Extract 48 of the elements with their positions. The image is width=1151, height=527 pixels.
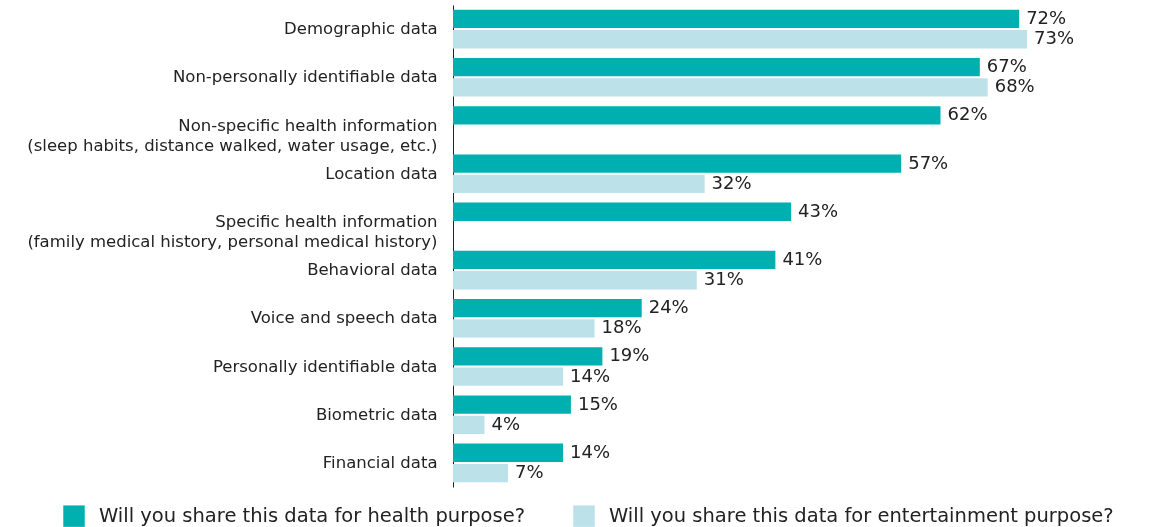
data-label: 68% <box>994 75 1035 97</box>
bar <box>453 443 564 462</box>
y-tick-label: Voice and speech data <box>250 308 438 328</box>
bar <box>453 299 642 318</box>
y-tick-label: Specific health information (family medical history, personal medical history) <box>27 211 438 251</box>
bar <box>453 367 564 386</box>
data-label: 19% <box>609 344 650 366</box>
data-label: 18% <box>601 316 642 338</box>
y-tick-label: Personally identifiable data <box>212 356 438 376</box>
data-label: 67% <box>986 55 1027 77</box>
bar <box>453 174 705 193</box>
data-label: 57% <box>908 151 949 173</box>
y-tick-label: Location data <box>325 163 438 183</box>
y-tick-label: Behavioral data <box>307 260 438 280</box>
bar <box>453 78 988 97</box>
bar <box>453 415 485 434</box>
data-label: 4% <box>491 412 521 434</box>
y-tick-label: Biometric data <box>315 404 438 424</box>
data-label: 14% <box>570 440 611 462</box>
bar <box>453 271 697 290</box>
data-label: 72% <box>1026 6 1067 28</box>
data-label: 15% <box>577 392 618 414</box>
data-label: 41% <box>782 247 823 269</box>
data-label: 73% <box>1034 27 1075 49</box>
bar <box>453 30 1027 49</box>
bar <box>453 395 571 414</box>
bar <box>453 9 1020 29</box>
data-label: 7% <box>515 461 544 483</box>
y-tick-label: Financial data <box>322 452 438 472</box>
y-tick-label: Non-personally identifiable data <box>172 67 438 87</box>
y-tick-label: Non-specific health information (sleep habits, distance walked, water usage, etc.) <box>27 115 438 155</box>
bar <box>453 250 776 270</box>
bar <box>453 347 603 366</box>
bar <box>453 463 509 483</box>
legend-label: Will you share this data for health purpose? <box>99 504 525 527</box>
legend-label: Will you share this data for entertainment purpose? <box>609 504 1114 527</box>
data-label: 31% <box>703 268 744 290</box>
bar <box>453 58 980 77</box>
y-tick-label: Demographic data <box>284 19 438 39</box>
bar <box>453 202 792 221</box>
data-label: 32% <box>711 171 752 193</box>
data-label: 43% <box>798 199 839 221</box>
data-label: 24% <box>648 296 689 318</box>
data-label: 62% <box>947 103 988 125</box>
bar <box>453 154 902 173</box>
bar <box>453 106 941 125</box>
bar <box>453 319 595 338</box>
data-label: 14% <box>570 364 611 386</box>
